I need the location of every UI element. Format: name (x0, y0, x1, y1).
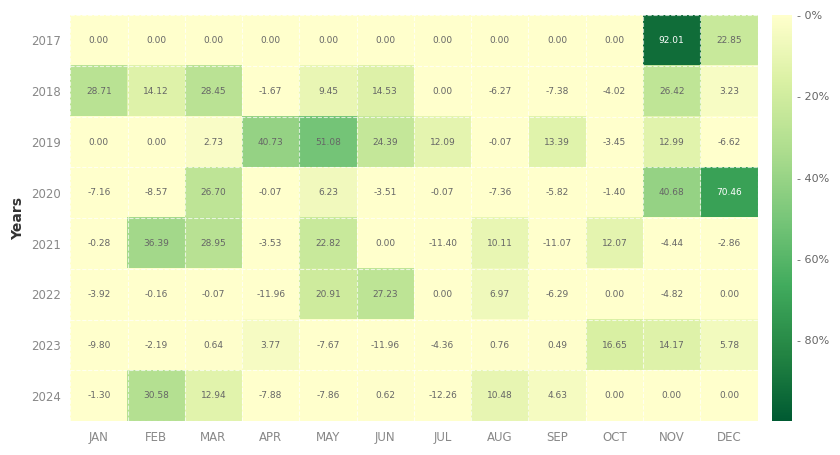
Text: 92.01: 92.01 (659, 36, 685, 45)
Text: 14.17: 14.17 (659, 340, 685, 349)
Text: 3.23: 3.23 (719, 87, 739, 96)
Text: 3.77: 3.77 (260, 340, 281, 349)
Text: -7.38: -7.38 (545, 87, 569, 96)
Text: 0.00: 0.00 (662, 391, 682, 400)
Text: -12.26: -12.26 (428, 391, 457, 400)
Text: 0.62: 0.62 (375, 391, 396, 400)
Text: 12.07: 12.07 (601, 239, 627, 248)
Text: 26.42: 26.42 (659, 87, 685, 96)
Text: -0.16: -0.16 (144, 290, 168, 299)
Text: 0.00: 0.00 (433, 36, 453, 45)
Text: -11.96: -11.96 (370, 340, 400, 349)
Text: 22.82: 22.82 (315, 239, 341, 248)
Text: 0.00: 0.00 (318, 36, 338, 45)
Text: 0.00: 0.00 (146, 36, 166, 45)
Text: 0.00: 0.00 (375, 239, 396, 248)
Text: -3.53: -3.53 (259, 239, 282, 248)
Text: 0.00: 0.00 (260, 36, 281, 45)
Text: 0.00: 0.00 (719, 290, 739, 299)
Text: 0.64: 0.64 (203, 340, 223, 349)
Text: -11.07: -11.07 (543, 239, 572, 248)
Text: 40.68: 40.68 (659, 188, 685, 197)
Text: -7.16: -7.16 (87, 188, 111, 197)
Text: -0.28: -0.28 (87, 239, 111, 248)
Text: 0.00: 0.00 (490, 36, 510, 45)
Text: 10.11: 10.11 (487, 239, 512, 248)
Text: -5.82: -5.82 (545, 188, 569, 197)
Text: 30.58: 30.58 (144, 391, 169, 400)
Text: 22.85: 22.85 (717, 36, 742, 45)
Text: -7.86: -7.86 (317, 391, 339, 400)
Text: 9.45: 9.45 (318, 87, 338, 96)
Text: -1.67: -1.67 (259, 87, 282, 96)
Text: 20.91: 20.91 (315, 290, 341, 299)
Text: -1.40: -1.40 (603, 188, 626, 197)
Text: -0.07: -0.07 (488, 137, 512, 147)
Text: -3.51: -3.51 (374, 188, 397, 197)
Text: 0.49: 0.49 (547, 340, 567, 349)
Text: -2.86: -2.86 (717, 239, 741, 248)
Text: -0.07: -0.07 (202, 290, 225, 299)
Text: 0.00: 0.00 (146, 137, 166, 147)
Text: 14.53: 14.53 (372, 87, 398, 96)
Text: 0.00: 0.00 (89, 36, 109, 45)
Text: 70.46: 70.46 (716, 188, 742, 197)
Text: -11.40: -11.40 (428, 239, 457, 248)
Text: 51.08: 51.08 (315, 137, 341, 147)
Text: -4.44: -4.44 (660, 239, 683, 248)
Text: -6.27: -6.27 (488, 87, 512, 96)
Text: 0.00: 0.00 (89, 137, 109, 147)
Text: 40.73: 40.73 (258, 137, 284, 147)
Text: -4.02: -4.02 (603, 87, 626, 96)
Text: 0.76: 0.76 (490, 340, 510, 349)
Text: 0.00: 0.00 (719, 391, 739, 400)
Text: -7.36: -7.36 (488, 188, 512, 197)
Text: -4.36: -4.36 (431, 340, 454, 349)
Text: 13.39: 13.39 (544, 137, 570, 147)
Text: 12.09: 12.09 (430, 137, 455, 147)
Text: 28.95: 28.95 (201, 239, 226, 248)
Text: 6.23: 6.23 (318, 188, 338, 197)
Text: 0.00: 0.00 (203, 36, 223, 45)
Text: -7.88: -7.88 (259, 391, 282, 400)
Text: 16.65: 16.65 (601, 340, 627, 349)
Text: 0.00: 0.00 (604, 391, 624, 400)
Text: 2.73: 2.73 (203, 137, 223, 147)
Text: -2.19: -2.19 (144, 340, 168, 349)
Text: 0.00: 0.00 (547, 36, 567, 45)
Text: -9.80: -9.80 (87, 340, 111, 349)
Text: 14.12: 14.12 (144, 87, 169, 96)
Text: -8.57: -8.57 (144, 188, 168, 197)
Text: -0.07: -0.07 (259, 188, 282, 197)
Text: 4.63: 4.63 (547, 391, 567, 400)
Text: -6.29: -6.29 (545, 290, 569, 299)
Y-axis label: Years: Years (11, 197, 25, 240)
Text: -1.30: -1.30 (87, 391, 111, 400)
Text: 27.23: 27.23 (372, 290, 398, 299)
Text: -3.92: -3.92 (87, 290, 111, 299)
Text: 12.99: 12.99 (659, 137, 685, 147)
Text: 0.00: 0.00 (604, 290, 624, 299)
Text: -3.45: -3.45 (603, 137, 626, 147)
Text: -11.96: -11.96 (256, 290, 286, 299)
Text: -0.07: -0.07 (431, 188, 454, 197)
Text: 5.78: 5.78 (719, 340, 739, 349)
Text: 10.48: 10.48 (487, 391, 512, 400)
Text: 12.94: 12.94 (201, 391, 226, 400)
Text: 28.45: 28.45 (201, 87, 226, 96)
Text: 0.00: 0.00 (375, 36, 396, 45)
Text: 36.39: 36.39 (144, 239, 169, 248)
Text: -6.62: -6.62 (717, 137, 741, 147)
Text: 28.71: 28.71 (86, 87, 112, 96)
Text: 0.00: 0.00 (433, 290, 453, 299)
Text: -4.82: -4.82 (660, 290, 683, 299)
Text: 0.00: 0.00 (433, 87, 453, 96)
Text: 0.00: 0.00 (604, 36, 624, 45)
Text: 26.70: 26.70 (201, 188, 226, 197)
Text: 24.39: 24.39 (372, 137, 398, 147)
Text: 6.97: 6.97 (490, 290, 510, 299)
Text: -7.67: -7.67 (317, 340, 339, 349)
